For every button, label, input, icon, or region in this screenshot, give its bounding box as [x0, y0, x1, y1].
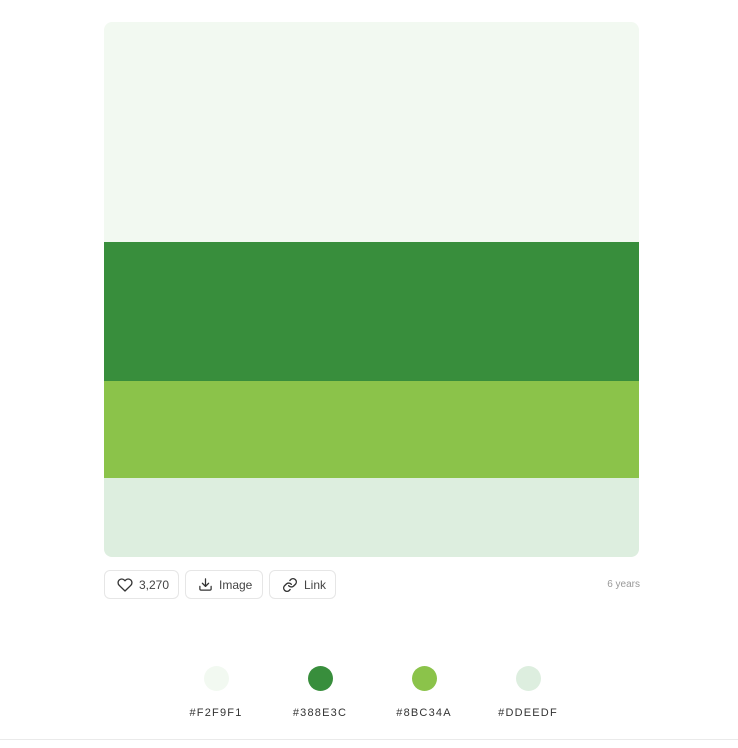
color-dot-4[interactable] [515, 666, 541, 691]
image-label: Image [219, 577, 253, 592]
color-item-4[interactable]: #DDEEDF [488, 666, 568, 719]
link-icon [282, 577, 298, 593]
color-hex-1[interactable]: #F2F9F1 [189, 707, 243, 719]
like-count: 3,270 [139, 577, 170, 592]
like-button[interactable]: 3,270 [104, 570, 179, 599]
swatch-band-2[interactable] [104, 242, 639, 381]
color-item-1[interactable]: #F2F9F1 [176, 666, 256, 719]
color-item-2[interactable]: #388E3C [280, 666, 360, 719]
link-label: Link [304, 577, 327, 592]
palette-actions: 3,270 Image Link 6 years [104, 569, 640, 600]
palette-age: 6 years [607, 579, 640, 590]
download-icon [198, 577, 213, 592]
color-item-3[interactable]: #8BC34A [384, 666, 464, 719]
swatch-band-1[interactable] [104, 22, 639, 242]
color-hex-4[interactable]: #DDEEDF [498, 707, 558, 719]
swatch-band-4[interactable] [104, 478, 639, 557]
palette-card[interactable] [104, 22, 639, 557]
color-list: #F2F9F1 #388E3C #8BC34A #DDEEDF [0, 666, 738, 736]
divider [0, 739, 738, 740]
color-hex-3[interactable]: #8BC34A [396, 707, 452, 719]
color-dot-3[interactable] [411, 666, 437, 691]
color-dot-2[interactable] [307, 666, 333, 691]
color-dot-1[interactable] [203, 666, 229, 691]
image-button[interactable]: Image [185, 570, 263, 599]
link-button[interactable]: Link [269, 570, 336, 599]
heart-icon [117, 577, 133, 593]
swatch-band-3[interactable] [104, 381, 639, 478]
color-hex-2[interactable]: #388E3C [292, 707, 348, 719]
